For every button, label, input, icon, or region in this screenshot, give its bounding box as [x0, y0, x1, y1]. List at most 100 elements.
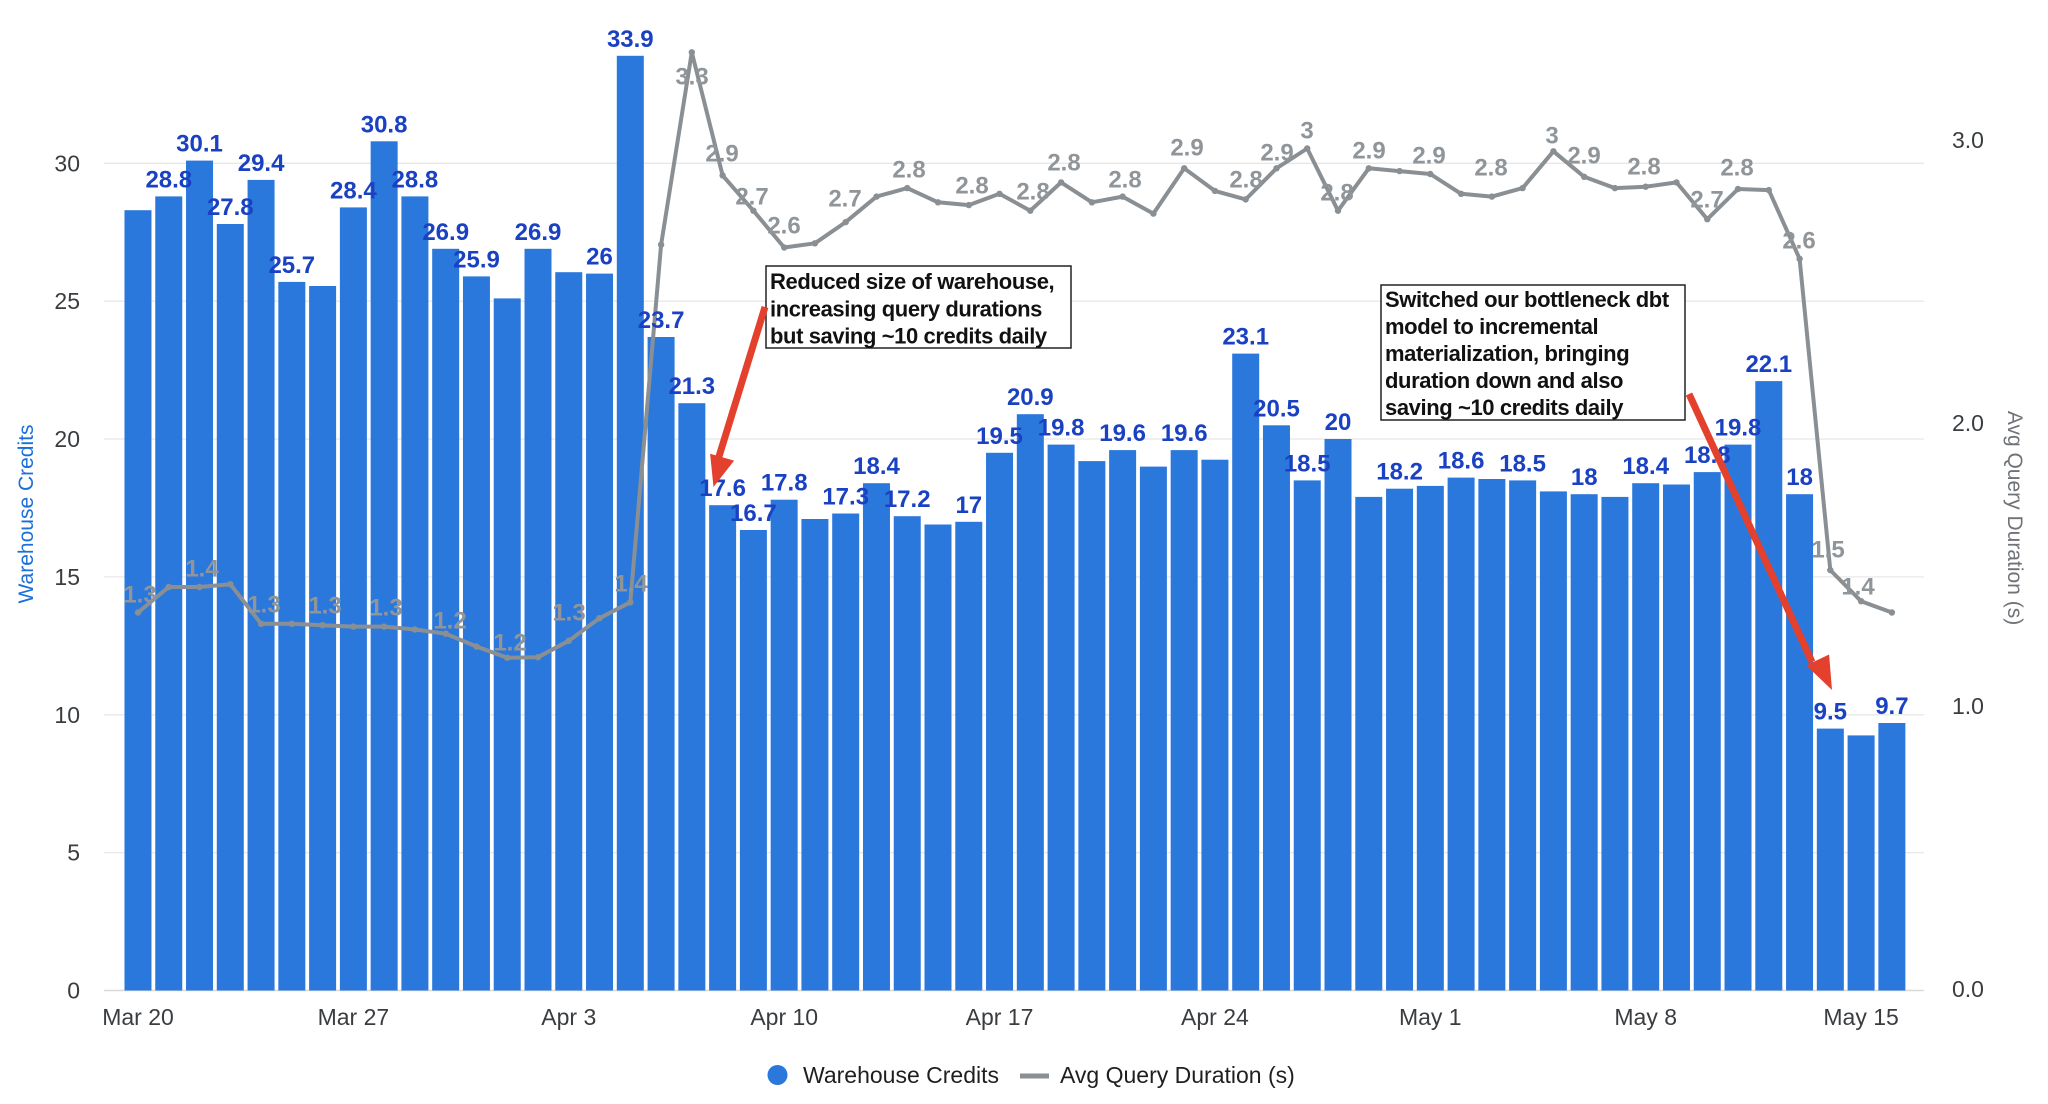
svg-text:21.3: 21.3 — [668, 373, 715, 400]
svg-text:28.4: 28.4 — [330, 177, 377, 204]
svg-text:2.9: 2.9 — [1170, 135, 1203, 162]
svg-text:33.9: 33.9 — [607, 26, 654, 53]
svg-text:20.9: 20.9 — [1007, 384, 1054, 411]
svg-text:18.5: 18.5 — [1284, 450, 1331, 477]
svg-text:26: 26 — [586, 244, 613, 271]
svg-text:2.8: 2.8 — [1108, 167, 1141, 194]
svg-text:2.8: 2.8 — [1229, 167, 1262, 194]
svg-text:23.1: 23.1 — [1222, 324, 1269, 351]
svg-text:3: 3 — [1545, 123, 1558, 150]
svg-text:1.3: 1.3 — [369, 595, 402, 622]
svg-text:May 15: May 15 — [1823, 1004, 1898, 1030]
svg-text:5: 5 — [67, 840, 80, 866]
svg-text:2.8: 2.8 — [1016, 179, 1049, 206]
svg-text:1.2: 1.2 — [493, 630, 526, 657]
svg-text:1.4: 1.4 — [1841, 574, 1875, 601]
svg-text:19.8: 19.8 — [1038, 415, 1085, 442]
svg-text:2.9: 2.9 — [705, 141, 738, 168]
svg-text:1.2: 1.2 — [433, 608, 466, 635]
svg-text:17: 17 — [955, 492, 982, 519]
svg-text:22.1: 22.1 — [1745, 351, 1792, 378]
svg-text:Switched our bottleneck dbt: Switched our bottleneck dbt — [1385, 287, 1670, 312]
svg-text:Warehouse Credits: Warehouse Credits — [803, 1062, 999, 1088]
svg-text:May 1: May 1 — [1399, 1004, 1462, 1030]
svg-text:2.8: 2.8 — [1474, 155, 1507, 182]
svg-text:19.6: 19.6 — [1099, 420, 1146, 447]
svg-text:26.9: 26.9 — [422, 219, 469, 246]
svg-text:23.7: 23.7 — [638, 307, 685, 334]
svg-text:2.9: 2.9 — [1352, 138, 1385, 165]
svg-text:2.8: 2.8 — [1627, 154, 1660, 181]
svg-text:18.2: 18.2 — [1376, 459, 1423, 486]
svg-text:25.9: 25.9 — [453, 246, 500, 273]
svg-text:20: 20 — [54, 426, 80, 452]
svg-text:26.9: 26.9 — [515, 219, 562, 246]
svg-text:Mar 27: Mar 27 — [318, 1004, 390, 1030]
svg-text:0: 0 — [67, 978, 80, 1004]
svg-text:18.4: 18.4 — [853, 453, 900, 480]
svg-text:9.5: 9.5 — [1814, 699, 1847, 726]
svg-text:but saving ~10 credits daily: but saving ~10 credits daily — [770, 324, 1048, 349]
svg-text:19.6: 19.6 — [1161, 420, 1208, 447]
svg-text:2.8: 2.8 — [1720, 155, 1753, 182]
svg-text:2.8: 2.8 — [955, 173, 988, 200]
svg-text:1.3: 1.3 — [123, 582, 156, 609]
svg-text:25.7: 25.7 — [268, 252, 315, 279]
svg-text:19.5: 19.5 — [976, 423, 1023, 450]
svg-text:2.0: 2.0 — [1952, 410, 1984, 436]
svg-text:2.9: 2.9 — [1412, 143, 1445, 170]
svg-text:15: 15 — [54, 564, 80, 590]
svg-text:Apr 24: Apr 24 — [1181, 1004, 1249, 1030]
svg-text:9.7: 9.7 — [1875, 693, 1908, 720]
svg-text:May 8: May 8 — [1614, 1004, 1677, 1030]
svg-text:2.9: 2.9 — [1567, 143, 1600, 170]
svg-text:Avg Query Duration (s): Avg Query Duration (s) — [2003, 411, 2026, 625]
svg-text:1.3: 1.3 — [247, 592, 280, 619]
svg-text:20: 20 — [1325, 409, 1352, 436]
svg-text:2.8: 2.8 — [1047, 150, 1080, 177]
svg-text:28.8: 28.8 — [392, 166, 439, 193]
svg-text:2.7: 2.7 — [828, 186, 861, 213]
svg-text:saving ~10 credits daily: saving ~10 credits daily — [1385, 395, 1624, 420]
svg-text:materialization, bringing: materialization, bringing — [1385, 341, 1629, 366]
svg-text:Apr 10: Apr 10 — [750, 1004, 818, 1030]
svg-text:29.4: 29.4 — [238, 150, 285, 177]
svg-text:19.8: 19.8 — [1715, 415, 1762, 442]
svg-text:17.8: 17.8 — [761, 470, 808, 497]
svg-text:30.1: 30.1 — [176, 131, 223, 158]
svg-text:17.2: 17.2 — [884, 486, 931, 513]
svg-text:Warehouse Credits: Warehouse Credits — [15, 425, 38, 604]
svg-text:2.7: 2.7 — [1690, 187, 1723, 214]
svg-text:3: 3 — [1300, 118, 1313, 145]
svg-text:model to incremental: model to incremental — [1385, 314, 1598, 339]
svg-text:16.7: 16.7 — [730, 500, 777, 527]
svg-text:Apr 17: Apr 17 — [966, 1004, 1034, 1030]
svg-text:17.3: 17.3 — [822, 484, 869, 511]
svg-text:2.8: 2.8 — [1320, 180, 1353, 207]
svg-text:Mar 20: Mar 20 — [102, 1004, 174, 1030]
svg-text:30: 30 — [54, 150, 80, 176]
svg-text:17.6: 17.6 — [699, 475, 746, 502]
svg-text:3.0: 3.0 — [1952, 127, 1984, 153]
svg-text:30.8: 30.8 — [361, 111, 408, 138]
svg-text:1.4: 1.4 — [185, 556, 219, 583]
svg-text:Apr 3: Apr 3 — [541, 1004, 596, 1030]
svg-text:2.7: 2.7 — [735, 184, 768, 211]
svg-text:1.0: 1.0 — [1952, 693, 1984, 719]
svg-text:1.4: 1.4 — [614, 571, 648, 598]
svg-text:18.6: 18.6 — [1438, 448, 1485, 475]
svg-text:3.3: 3.3 — [675, 64, 708, 91]
svg-text:2.6: 2.6 — [1782, 228, 1815, 255]
svg-text:1.3: 1.3 — [308, 593, 341, 620]
svg-text:1.3: 1.3 — [552, 600, 585, 627]
svg-text:27.8: 27.8 — [207, 194, 254, 221]
svg-text:18.4: 18.4 — [1622, 453, 1669, 480]
svg-text:increasing query durations: increasing query durations — [770, 296, 1042, 321]
svg-text:1.5: 1.5 — [1811, 537, 1844, 564]
svg-text:10: 10 — [54, 702, 80, 728]
svg-text:18: 18 — [1786, 464, 1813, 491]
svg-text:2.6: 2.6 — [767, 213, 800, 240]
svg-text:2.9: 2.9 — [1260, 140, 1293, 167]
svg-text:0.0: 0.0 — [1952, 976, 1984, 1002]
svg-text:18: 18 — [1571, 464, 1598, 491]
